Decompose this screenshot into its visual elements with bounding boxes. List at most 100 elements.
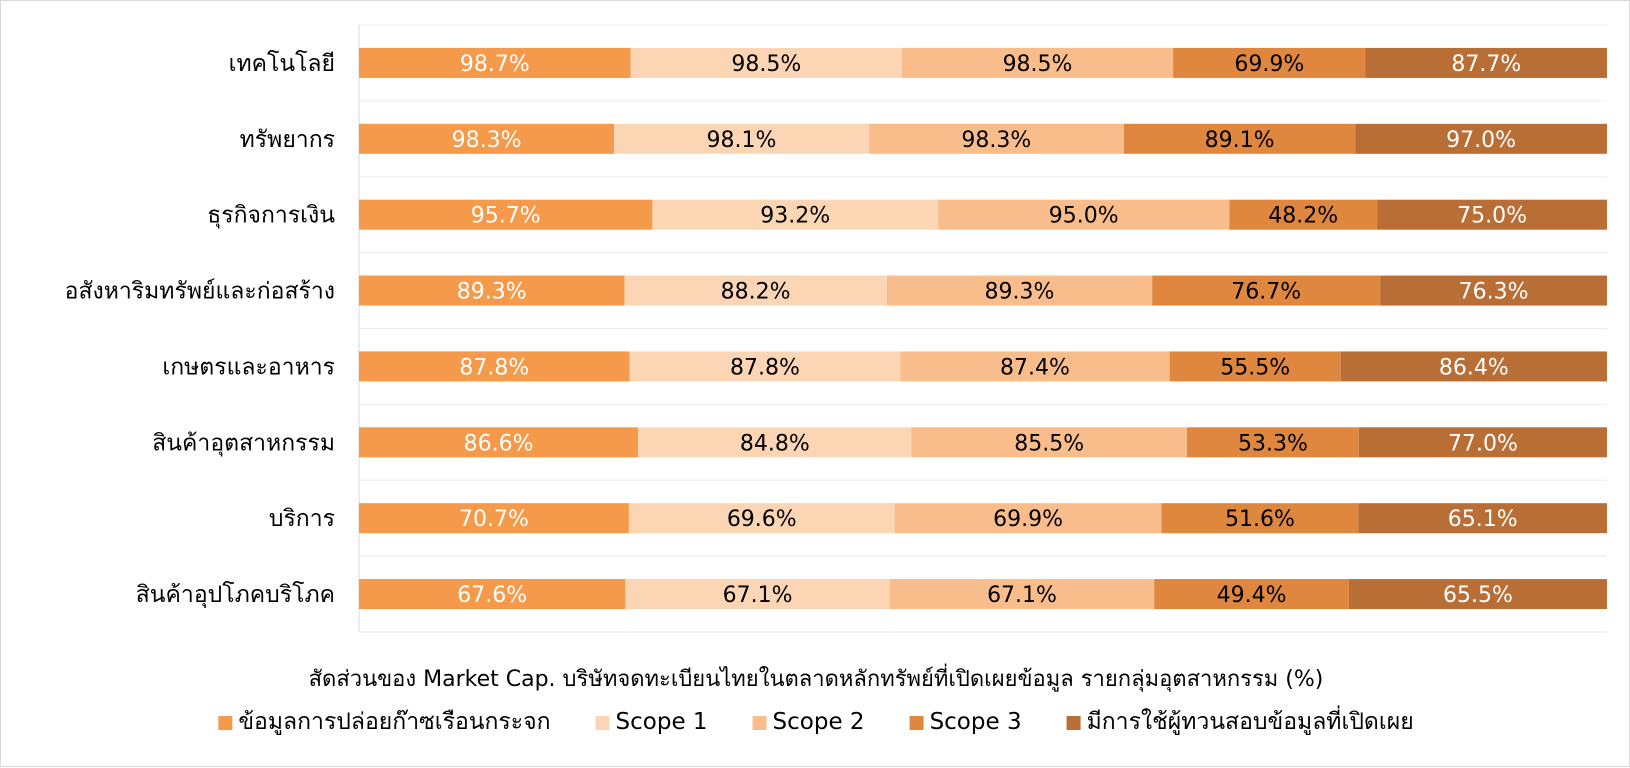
data-label: 51.6% [1225,507,1295,532]
bar-segment [1358,503,1607,534]
bar-segment [359,503,629,534]
data-label: 67.1% [987,583,1057,608]
data-label: 98.3% [452,128,522,153]
data-label: 53.3% [1238,431,1308,456]
bar-segment [1187,427,1359,458]
data-label: 69.9% [993,507,1063,532]
category-label: ทรัพยากร [240,127,335,153]
bar-segment [1173,47,1366,78]
bar-segment [1340,351,1607,382]
bar-segment [628,503,895,534]
legend-label: Scope 2 [773,709,865,735]
bar-segment [1365,47,1607,78]
data-label: 75.0% [1457,204,1527,229]
data-label: 85.5% [1014,431,1084,456]
bar-segment [629,351,901,382]
data-label: 89.3% [457,280,527,305]
data-label: 93.2% [760,204,830,229]
category-labels: เทคโนโลยีทรัพยากรธุรกิจการเงินอสังหาริมท… [65,50,336,608]
legend-item: ข้อมูลการปล่อยก๊าซเรือนกระจก [218,709,551,735]
bar-segment [1380,275,1607,306]
data-label: 95.7% [471,204,541,229]
data-labels: 98.7% 98.5% 98.5% 69.9% 87.7% 98.3% 98.1% 98.3%… [452,52,1529,608]
data-label: 69.9% [1234,52,1304,77]
bar-segment [1377,199,1607,230]
data-label: 65.1% [1448,507,1518,532]
data-label: 77.0% [1448,431,1518,456]
data-label: 98.1% [707,128,777,153]
bar-segment [359,47,631,78]
bar-segment [359,351,630,382]
legend-label: Scope 1 [616,709,708,735]
bar-segment [652,199,939,230]
legend-label: มีการใช้ผู้ทวนสอบข้อมูลที่เปิดเผย [1087,705,1414,735]
bar-segment [911,427,1188,458]
data-label: 87.4% [1000,355,1070,380]
bar-segment [1123,123,1356,154]
bar-segment [359,427,639,458]
bar-segment [1358,427,1607,458]
legend-swatch [909,716,924,730]
bar-segment [359,199,653,230]
legend-label: Scope 3 [930,709,1022,735]
bar-segment [1169,351,1341,382]
legend: ข้อมูลการปล่อยก๊าซเรือนกระจก Scope 1 Scope… [218,705,1414,735]
data-label: 67.6% [457,583,527,608]
data-label: 55.5% [1220,355,1290,380]
bar-segment [1229,199,1378,230]
bar-segment [938,199,1230,230]
legend-item: Scope 3 [909,709,1022,735]
data-label: 76.7% [1231,280,1301,305]
legend-item: Scope 2 [752,709,865,735]
data-label: 86.4% [1439,355,1509,380]
data-label: 98.5% [1003,52,1073,77]
data-label: 95.0% [1049,204,1119,229]
bar-segment [359,579,626,610]
bar-segment [1154,579,1349,610]
data-label: 89.1% [1205,128,1275,153]
data-label: 87.8% [459,355,529,380]
category-label: ธุรกิจการเงิน [207,203,335,229]
bar-segment [901,47,1174,78]
bar-segment [900,351,1170,382]
bar-segment [359,123,615,154]
bar-segment [625,579,890,610]
bar-segment [1161,503,1359,534]
bar-segment [614,123,869,154]
data-label: 84.8% [740,431,810,456]
bar-segment [630,47,902,78]
category-label: อสังหาริมทรัพย์และก่อสร้าง [65,278,335,305]
legend-label: ข้อมูลการปล่อยก๊าซเรือนกระจก [238,709,550,735]
data-label: 87.8% [730,355,800,380]
category-label: บริการ [269,506,335,532]
bar-segment [894,503,1162,534]
gridlines [359,24,1607,633]
data-label: 98.7% [460,52,530,77]
data-label: 76.3% [1459,280,1529,305]
data-label: 98.5% [731,52,801,77]
data-label: 69.6% [727,507,797,532]
category-label: เทคโนโลยี [229,50,335,77]
bar-segment [868,123,1124,154]
legend-swatch [218,716,233,730]
data-label: 97.0% [1446,128,1516,153]
bar-segment [886,275,1153,306]
data-label: 87.7% [1451,52,1521,77]
bar-segment [1152,275,1381,306]
legend-item: Scope 1 [595,709,708,735]
category-label: เกษตรและอาหาร [162,354,335,380]
bar-segment [1355,123,1607,154]
data-label: 88.2% [721,280,791,305]
bar-segment [359,275,625,306]
data-label: 89.3% [984,280,1054,305]
legend-item: มีการใช้ผู้ทวนสอบข้อมูลที่เปิดเผย [1066,705,1414,735]
legend-swatch [595,716,610,730]
data-label: 70.7% [459,507,529,532]
data-label: 67.1% [723,583,793,608]
data-label: 98.3% [961,128,1031,153]
data-label: 48.2% [1268,204,1338,229]
bar-segment [889,579,1155,610]
x-axis-title: สัดส่วนของ Market Cap. บริษัทจดทะเบียนไท… [309,663,1324,692]
